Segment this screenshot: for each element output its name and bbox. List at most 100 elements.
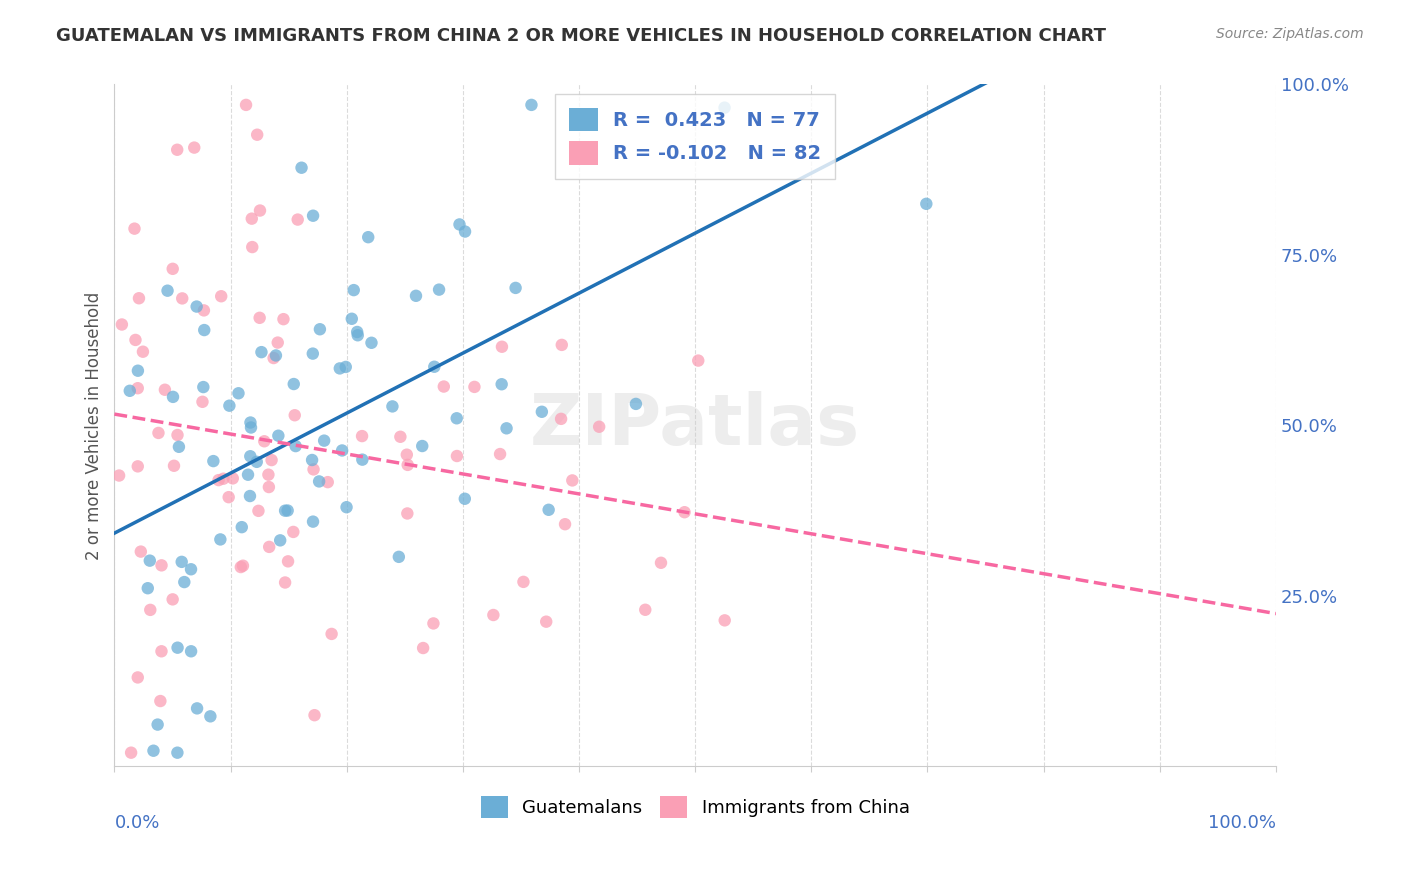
Point [688, 353, 710, 368]
Point [422, 616, 444, 631]
Point [232, 558, 254, 573]
Point [166, 640, 188, 655]
Point [136, 581, 159, 595]
Point [290, 161, 312, 175]
Point [124, 221, 146, 235]
Point [554, 517, 576, 532]
Point [207, 473, 229, 487]
Point [287, 212, 309, 227]
Point [166, 746, 188, 760]
Point [127, 670, 149, 684]
Point [381, 400, 404, 414]
Point [634, 603, 657, 617]
Point [389, 430, 412, 444]
Point [302, 515, 325, 529]
Point [153, 383, 176, 397]
Point [170, 555, 193, 569]
Point [267, 428, 290, 442]
Point [166, 143, 188, 157]
Point [495, 421, 517, 435]
Point [240, 240, 263, 254]
Point [150, 558, 173, 573]
Point [142, 744, 165, 758]
Point [250, 345, 273, 359]
Point [108, 468, 131, 483]
Point [284, 439, 307, 453]
Point [396, 458, 419, 472]
Point [357, 230, 380, 244]
Point [561, 474, 583, 488]
Point [149, 694, 172, 708]
Point [537, 503, 560, 517]
Point [550, 412, 572, 426]
Point [713, 613, 735, 627]
Point [139, 603, 162, 617]
Point [301, 346, 323, 360]
Point [491, 377, 513, 392]
Point [449, 218, 471, 232]
Point [162, 261, 184, 276]
Point [329, 361, 352, 376]
Point [129, 544, 152, 558]
Point [520, 98, 543, 112]
Point [274, 504, 297, 518]
Point [463, 380, 485, 394]
Point [212, 472, 235, 486]
Point [253, 434, 276, 449]
Point [264, 348, 287, 362]
Point [120, 746, 142, 760]
Point [405, 289, 427, 303]
Point [395, 448, 418, 462]
Point [240, 211, 263, 226]
Point [346, 328, 368, 343]
Point [247, 504, 270, 518]
Point [423, 359, 446, 374]
Point [352, 452, 374, 467]
Point [505, 281, 527, 295]
Point [156, 284, 179, 298]
Point [228, 386, 250, 401]
Point [202, 454, 225, 468]
Point [193, 303, 215, 318]
Point [209, 289, 232, 303]
Point [148, 425, 170, 440]
Point [209, 533, 232, 547]
Point [231, 520, 253, 534]
Point [650, 556, 672, 570]
Point [274, 575, 297, 590]
Point [146, 717, 169, 731]
Point [269, 533, 291, 548]
Point [314, 434, 336, 448]
Point [454, 225, 477, 239]
Point [301, 453, 323, 467]
Point [173, 575, 195, 590]
Point [246, 128, 269, 142]
Point [284, 409, 307, 423]
Point [218, 399, 240, 413]
Point [162, 390, 184, 404]
Point [512, 574, 534, 589]
Point [180, 644, 202, 658]
Point [263, 351, 285, 365]
Point [267, 335, 290, 350]
Point [162, 592, 184, 607]
Point [302, 462, 325, 476]
Point [239, 416, 262, 430]
Point [239, 489, 262, 503]
Point [240, 420, 263, 434]
Y-axis label: 2 or more Vehicles in Household: 2 or more Vehicles in Household [86, 292, 103, 559]
Point [673, 505, 696, 519]
Point [273, 312, 295, 326]
Point [124, 333, 146, 347]
Point [433, 379, 456, 393]
Point [446, 449, 468, 463]
Point [128, 291, 150, 305]
Point [260, 453, 283, 467]
Point [186, 701, 208, 715]
Point [257, 467, 280, 482]
Point [118, 384, 141, 398]
Point [222, 471, 245, 485]
Point [335, 359, 357, 374]
Point [283, 524, 305, 539]
Point [200, 709, 222, 723]
